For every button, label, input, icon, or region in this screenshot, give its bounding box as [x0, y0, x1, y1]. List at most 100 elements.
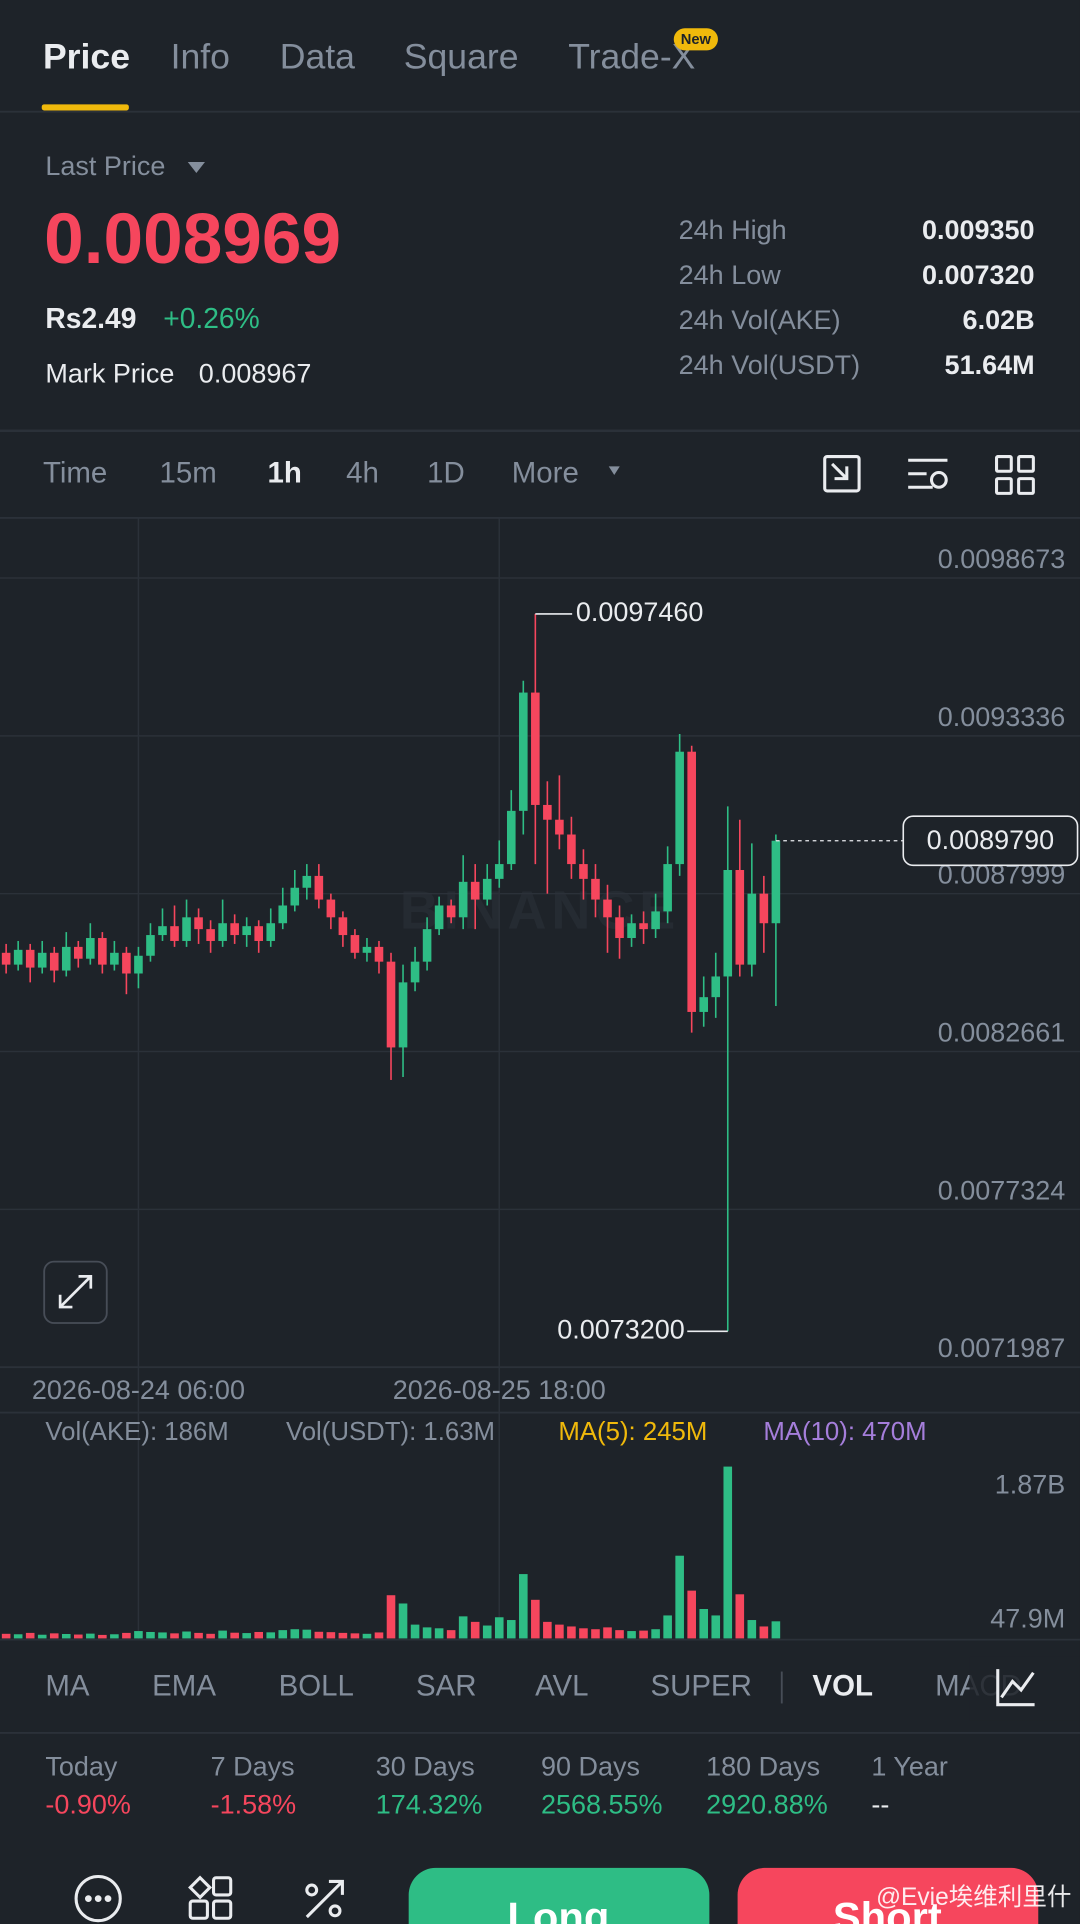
last-price-label[interactable]: Last Price: [45, 151, 165, 181]
volume-bar: [290, 1629, 300, 1639]
indicator[interactable]: SUPER: [650, 1669, 751, 1702]
candle-body: [398, 982, 408, 1048]
trade-icon[interactable]: [305, 1879, 344, 1919]
apps-icon-part: [212, 1876, 233, 1897]
candle-body: [771, 840, 781, 924]
volume-bar: [555, 1624, 564, 1639]
icon-settings[interactable]: [908, 458, 948, 489]
interval[interactable]: 1D: [427, 457, 465, 490]
volume-bar: [61, 1633, 71, 1639]
indicator[interactable]: SAR: [416, 1669, 477, 1702]
performance-label: 30 Days: [376, 1752, 475, 1782]
candle-body: [1, 952, 11, 965]
tab[interactable]: Info: [171, 36, 230, 76]
volume-chart: Vol(AKE): 186M Vol(USDT): 1.63M MA(5): 245…: [1, 1418, 1065, 1639]
volume-bar: [482, 1625, 492, 1639]
volume-bar: [735, 1594, 745, 1639]
performance-value: -1.58%: [211, 1790, 297, 1820]
interval[interactable]: 1h: [268, 457, 302, 490]
fullscreen-icon: [58, 1275, 93, 1309]
volume-bar: [506, 1620, 516, 1639]
candle-body: [543, 804, 552, 820]
interval[interactable]: Time: [43, 457, 107, 490]
volume-bar: [771, 1621, 781, 1639]
volume-bar: [254, 1631, 264, 1639]
volume-bar: [663, 1615, 672, 1639]
volume-bar: [579, 1628, 588, 1639]
candle-body: [386, 961, 396, 1048]
candle-body: [627, 923, 636, 939]
tab[interactable]: Price: [43, 36, 130, 76]
volume-bar: [13, 1634, 23, 1639]
current-price-box: [902, 815, 1079, 867]
stat-label: 24h Low: [679, 260, 782, 290]
candle-body: [458, 881, 468, 918]
candle-body: [182, 917, 191, 941]
candle-body: [374, 946, 384, 962]
short-button[interactable]: [737, 1867, 1039, 1924]
candle-body: [194, 917, 203, 930]
tab[interactable]: Data: [280, 36, 355, 76]
volume-bar: [278, 1630, 288, 1639]
interval[interactable]: 15m: [160, 457, 217, 490]
trade-icon-part: [305, 1883, 319, 1897]
candle-body: [759, 893, 769, 924]
volume-bar: [711, 1615, 721, 1639]
volume-bar: [458, 1616, 468, 1639]
long-button[interactable]: [408, 1867, 710, 1924]
performance-value: 174.32%: [376, 1790, 483, 1820]
icon-grid: [1017, 477, 1035, 495]
candle-body: [422, 929, 432, 962]
indicator-row: MAEMABOLLSARAVLSUPERVOLMACD: [45, 1669, 1021, 1702]
mark-price-label: Mark Price: [45, 359, 174, 389]
tab-underline: [41, 104, 129, 111]
volume-legend: Vol(AKE): 186M: [45, 1418, 228, 1446]
candle-body: [711, 976, 721, 998]
volume-bar: [242, 1633, 251, 1639]
volume-bar: [194, 1632, 203, 1639]
icon-grid[interactable]: [995, 455, 1013, 473]
stat-value: 51.64M: [945, 350, 1035, 380]
candle-body: [470, 881, 480, 900]
performance-label: 7 Days: [211, 1752, 295, 1782]
tab[interactable]: Trade-X: [568, 36, 695, 76]
candle-body: [158, 926, 167, 936]
candle-body: [61, 946, 71, 971]
interval[interactable]: More: [512, 457, 579, 490]
candle-body: [37, 952, 47, 968]
volume-bar: [627, 1631, 636, 1639]
volume-bar: [374, 1632, 384, 1639]
performance-value: 2568.55%: [541, 1790, 663, 1820]
candle-body: [555, 819, 564, 835]
interval[interactable]: 4h: [346, 457, 379, 490]
short-label: Short: [833, 1894, 942, 1924]
icon-fit[interactable]: [823, 455, 861, 493]
tab[interactable]: Square: [404, 36, 519, 76]
more-icon[interactable]: [74, 1874, 122, 1923]
toolbar-icons[interactable]: [823, 455, 1035, 495]
volume-bar: [338, 1632, 348, 1639]
dropdown-arrow: [187, 161, 205, 174]
indicator[interactable]: MA: [45, 1669, 90, 1702]
candle-body: [290, 887, 300, 906]
indicator[interactable]: BOLL: [279, 1669, 354, 1702]
performance-value: -0.90%: [45, 1790, 131, 1820]
indicator[interactable]: AVL: [535, 1669, 588, 1702]
indicator-settings-icon[interactable]: [996, 1669, 1035, 1707]
candle-body: [494, 864, 504, 879]
candle-body: [651, 911, 660, 930]
volume-bar: [230, 1632, 239, 1639]
candle-body: [338, 917, 348, 936]
indicator[interactable]: EMA: [152, 1669, 216, 1702]
low-marker-label: 0.0073200: [557, 1314, 685, 1344]
volume-bar: [567, 1626, 576, 1639]
indicator[interactable]: VOL: [812, 1669, 873, 1702]
volume-bar: [759, 1626, 769, 1639]
dot: [94, 1895, 102, 1902]
current-price-label: 0.0089790: [927, 825, 1055, 855]
apps-icon[interactable]: [188, 1875, 213, 1900]
candle-body: [591, 878, 600, 900]
candle-body: [98, 938, 107, 965]
y-tick-label: 0.0077324: [938, 1175, 1066, 1205]
